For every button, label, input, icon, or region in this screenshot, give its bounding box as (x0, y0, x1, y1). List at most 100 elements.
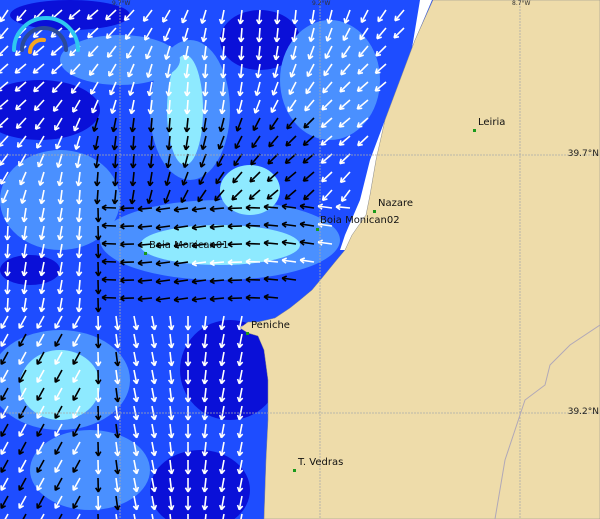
wave-arrow (169, 459, 173, 474)
wave-arrow-head (36, 503, 43, 509)
wave-arrow-head (57, 199, 64, 205)
place-marker[interactable] (293, 469, 296, 472)
river (494, 324, 600, 519)
place-marker[interactable] (373, 210, 376, 213)
wave-arrow-head (201, 451, 209, 457)
wave-arrow-head (184, 415, 192, 421)
wave-arrow-head (245, 240, 251, 247)
wave-arrow-head (0, 485, 7, 491)
wave-arrow-head (105, 14, 111, 21)
wave-arrow (123, 9, 135, 21)
wave-arrow-head (233, 160, 240, 167)
wave-arrow (374, 81, 387, 92)
wave-arrow-head (94, 235, 102, 241)
wave-arrow-head (167, 487, 175, 493)
wave-arrow-head (236, 342, 244, 349)
wave-arrow (234, 135, 243, 149)
wave-arrow (151, 495, 156, 510)
wave-arrow (40, 513, 45, 519)
wave-arrow (238, 351, 243, 366)
wave-arrow (115, 315, 119, 330)
wave-arrow-head (0, 179, 6, 185)
wave-arrow (192, 279, 207, 283)
wave-arrow (327, 9, 333, 24)
buoy-label-monican02[interactable]: Boia Monican02 (320, 215, 400, 226)
buoy-marker[interactable] (144, 252, 147, 255)
wave-arrow (40, 189, 45, 204)
wave-arrow-head (119, 295, 125, 302)
wave-arrow-head (150, 450, 158, 457)
wave-arrow (156, 261, 171, 265)
wave-arrow-head (218, 324, 226, 331)
wave-arrow-head (209, 295, 215, 303)
place-label-leiria[interactable]: Leiria (478, 117, 506, 128)
wave-arrow-head (4, 289, 11, 295)
place-marker[interactable] (246, 332, 249, 335)
wave-arrow-head (57, 252, 64, 259)
wave-arrow-head (357, 140, 363, 147)
wave-arrow-head (18, 341, 25, 347)
wave-arrow (72, 477, 81, 491)
wave-arrow (72, 315, 81, 329)
lat-label: 39.2°N (567, 407, 599, 417)
wave-arrow (318, 241, 333, 245)
wave-arrow (167, 81, 171, 96)
wave-arrow-head (167, 451, 175, 457)
wave-arrow (77, 261, 81, 277)
wave-arrow (220, 495, 225, 510)
wave-arrow-head (173, 242, 180, 249)
wave-arrow-head (182, 162, 189, 169)
wave-arrow-head (163, 54, 171, 60)
wave-arrow-head (201, 73, 209, 79)
wave-arrow-head (111, 145, 118, 151)
wave-arrow-head (236, 504, 244, 511)
wave-arrow (174, 225, 189, 229)
wave-arrow-head (201, 55, 208, 61)
wave-arrow-head (126, 71, 133, 78)
wave-arrow (220, 459, 225, 474)
wave-arrow-head (101, 276, 107, 283)
wave-arrow-head (94, 469, 102, 475)
wave-arrow-head (201, 325, 209, 331)
buoy-marker[interactable] (316, 228, 319, 231)
wave-arrow (202, 117, 207, 132)
place-label-peniche[interactable]: Peniche (251, 320, 290, 331)
wave-arrow-head (209, 241, 215, 249)
place-label-nazare[interactable]: Nazare (378, 198, 414, 209)
wave-arrow (184, 45, 189, 60)
wave-arrow (302, 153, 315, 164)
wave-arrow-head (198, 179, 205, 186)
wave-arrow-head (38, 270, 46, 277)
wave-arrow-head (218, 414, 226, 421)
wave-arrow-head (56, 180, 64, 187)
wave-arrow (54, 333, 63, 347)
wave-arrow (238, 423, 243, 438)
wave-arrow (256, 63, 261, 78)
wave-arrow-head (0, 125, 3, 128)
wave-arrow (338, 135, 351, 146)
wave-arrow (58, 513, 63, 519)
wave-arrow-head (119, 277, 125, 284)
wave-arrow-head (184, 325, 192, 331)
buoy-label-monican01[interactable]: Boia Monican01 (149, 240, 229, 251)
wave-arrow (203, 423, 207, 439)
wave-arrow (174, 297, 189, 301)
wave-arrow-head (36, 341, 43, 347)
wave-arrow-head (75, 271, 83, 277)
wave-arrow (238, 81, 243, 96)
wave-arrow-head (137, 259, 143, 267)
wave-arrow-head (93, 181, 101, 187)
place-label-tvedras[interactable]: T. Vedras (298, 457, 344, 468)
place-marker[interactable] (473, 129, 476, 132)
wave-arrow (377, 9, 387, 23)
wave-arrow-head (288, 89, 295, 96)
wave-arrow (36, 441, 45, 455)
wave-arrow (101, 296, 117, 299)
wave-arrow-head (19, 198, 27, 204)
wave-arrow (321, 99, 333, 111)
wave-arrow (209, 225, 225, 229)
wave-arrow-head (167, 379, 175, 385)
wave-arrow-head (114, 486, 121, 493)
wave-arrow (156, 279, 171, 283)
